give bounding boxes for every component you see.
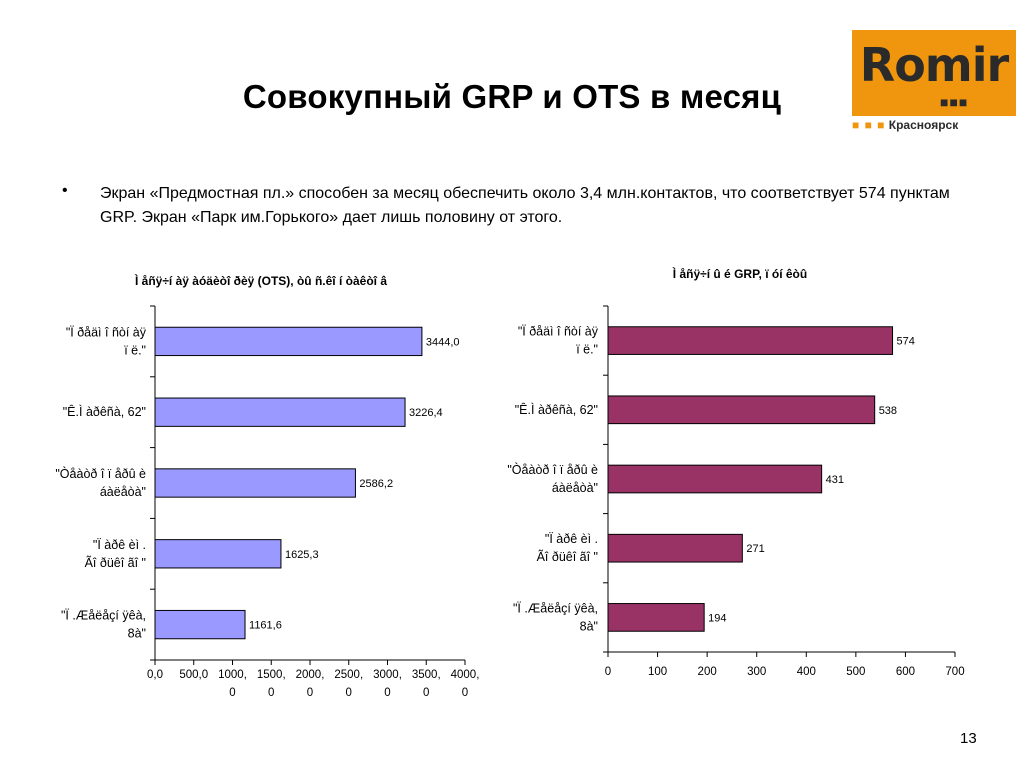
x-tick-label-ots: 0: [229, 687, 235, 699]
x-tick-label-ots: 0: [268, 687, 274, 699]
chart-title-ots: Ì åñÿ÷í àÿ àóäèòî ðèÿ (OTS), òû ñ.êî í ò…: [134, 273, 387, 288]
category-label-grp: ï ë.": [576, 343, 598, 357]
x-tick-label-ots: 1500,: [257, 669, 286, 681]
data-label-ots: 1625,3: [285, 549, 319, 561]
romir-logo: Romir ■■■ ■ ■ ■ Красноярск: [852, 30, 1016, 160]
logo-city-name: Красноярск: [888, 118, 959, 132]
category-label-grp: "Ï àðê èì .: [545, 532, 598, 546]
x-tick-label-ots: 3000,: [373, 669, 402, 681]
data-label-ots: 3444,0: [426, 336, 460, 348]
category-label-ots: "Ï àðê èì .: [93, 538, 146, 552]
chart-title-grp: Ì åñÿ÷í û é GRP, ï óí êòû: [672, 266, 807, 281]
data-label-ots: 2586,2: [359, 478, 393, 490]
x-tick-label-grp: 600: [896, 666, 915, 678]
x-tick-label-ots: 2000,: [296, 669, 325, 681]
category-label-grp: "Ï ðåäì î ñòí àÿ: [518, 325, 599, 339]
x-tick-label-grp: 500: [846, 666, 865, 678]
category-label-grp: Ãî ðüêî ãî ": [537, 550, 598, 564]
x-tick-label-ots: 0: [307, 687, 313, 699]
data-label-grp: 431: [826, 474, 844, 486]
category-label-ots: "Ï .Æåëåçí ÿêà,: [61, 609, 146, 623]
x-tick-label-grp: 700: [945, 666, 964, 678]
bar-ots: [154, 539, 282, 569]
category-label-grp: "Ï .Æåëåçí ÿêà,: [513, 601, 598, 615]
bar-grp: [607, 603, 705, 632]
slide-title: Совокупный GRP и OTS в месяц: [242, 78, 782, 115]
x-tick-label-ots: 4000,: [451, 669, 480, 681]
data-label-grp: 538: [879, 405, 897, 417]
category-label-grp: "Òåàòð î ï åðû è: [507, 462, 598, 477]
x-tick-label-ots: 0: [462, 687, 468, 699]
data-label-ots: 1161,6: [249, 620, 282, 632]
bar-ots: [154, 397, 406, 427]
bar-ots: [154, 609, 246, 640]
x-tick-label-ots: 0: [384, 687, 390, 699]
data-label-grp: 271: [746, 543, 764, 555]
bullet-text: Экран «Предмостная пл.» способен за меся…: [100, 185, 950, 226]
category-label-ots: "Ï ðåäì î ñòí àÿ: [66, 325, 147, 339]
data-label-grp: 574: [897, 336, 915, 348]
category-label-grp: áàëåòà": [552, 481, 598, 495]
logo-city-squares: ■ ■ ■: [852, 118, 886, 132]
category-label-grp: "Ê.Ì àðêñà, 62": [515, 402, 598, 417]
x-tick-label-ots: 0: [423, 687, 429, 699]
logo-city: ■ ■ ■ Красноярск: [852, 118, 958, 132]
bullet-marker: •: [62, 182, 68, 199]
bar-grp: [607, 533, 743, 563]
bar-grp: [607, 395, 876, 425]
x-tick-label-grp: 0: [605, 666, 611, 678]
data-label-ots: 3226,4: [409, 407, 443, 419]
category-label-ots: "Òåàòð î ï åðû è: [55, 466, 146, 481]
page-number: 13: [960, 730, 977, 747]
category-label-grp: 8à": [580, 619, 598, 633]
category-label-ots: 8à": [128, 627, 146, 641]
x-tick-label-grp: 400: [797, 666, 816, 678]
x-tick-label-ots: 0,0: [147, 669, 163, 681]
x-tick-label-ots: 2500,: [334, 669, 363, 681]
category-label-ots: Ãî ðüêî ãî ": [85, 556, 146, 570]
bar-ots: [154, 326, 423, 357]
x-tick-label-ots: 0: [346, 687, 352, 699]
x-tick-label-grp: 200: [698, 666, 717, 678]
data-label-grp: 194: [708, 612, 726, 624]
x-tick-label-grp: 300: [747, 666, 766, 678]
x-tick-label-ots: 500,0: [179, 669, 208, 681]
logo-background: [852, 30, 1016, 116]
logo-dots: ■■■: [940, 94, 969, 110]
bar-ots: [154, 468, 356, 498]
category-label-ots: ï ë.": [124, 343, 146, 357]
x-tick-label-ots: 3500,: [412, 669, 441, 681]
x-tick-label-grp: 100: [648, 666, 667, 678]
category-label-ots: áàëåòà": [100, 485, 146, 499]
x-tick-label-ots: 1000,: [218, 669, 247, 681]
logo-word: Romir: [859, 38, 1009, 92]
category-label-ots: "Ê.Ì àðêñà, 62": [63, 404, 146, 419]
bar-grp: [607, 326, 894, 355]
bar-grp: [607, 464, 823, 494]
